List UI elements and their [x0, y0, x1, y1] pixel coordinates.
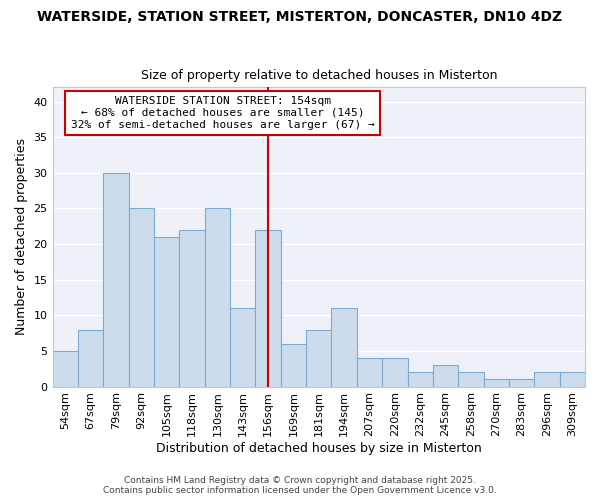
- Bar: [484, 380, 509, 386]
- Bar: [458, 372, 484, 386]
- Bar: [560, 372, 585, 386]
- Bar: [128, 208, 154, 386]
- Text: WATERSIDE STATION STREET: 154sqm
← 68% of detached houses are smaller (145)
32% : WATERSIDE STATION STREET: 154sqm ← 68% o…: [71, 96, 375, 130]
- Text: Contains HM Land Registry data © Crown copyright and database right 2025.
Contai: Contains HM Land Registry data © Crown c…: [103, 476, 497, 495]
- Bar: [382, 358, 407, 386]
- Bar: [230, 308, 256, 386]
- Bar: [53, 351, 78, 386]
- Bar: [281, 344, 306, 387]
- Bar: [306, 330, 331, 386]
- Bar: [534, 372, 560, 386]
- Bar: [78, 330, 103, 386]
- X-axis label: Distribution of detached houses by size in Misterton: Distribution of detached houses by size …: [156, 442, 482, 455]
- Bar: [433, 365, 458, 386]
- Bar: [331, 308, 357, 386]
- Text: WATERSIDE, STATION STREET, MISTERTON, DONCASTER, DN10 4DZ: WATERSIDE, STATION STREET, MISTERTON, DO…: [37, 10, 563, 24]
- Bar: [357, 358, 382, 386]
- Bar: [154, 237, 179, 386]
- Title: Size of property relative to detached houses in Misterton: Size of property relative to detached ho…: [140, 69, 497, 82]
- Bar: [407, 372, 433, 386]
- Bar: [179, 230, 205, 386]
- Bar: [103, 173, 128, 386]
- Y-axis label: Number of detached properties: Number of detached properties: [15, 138, 28, 336]
- Bar: [205, 208, 230, 386]
- Bar: [509, 380, 534, 386]
- Bar: [256, 230, 281, 386]
